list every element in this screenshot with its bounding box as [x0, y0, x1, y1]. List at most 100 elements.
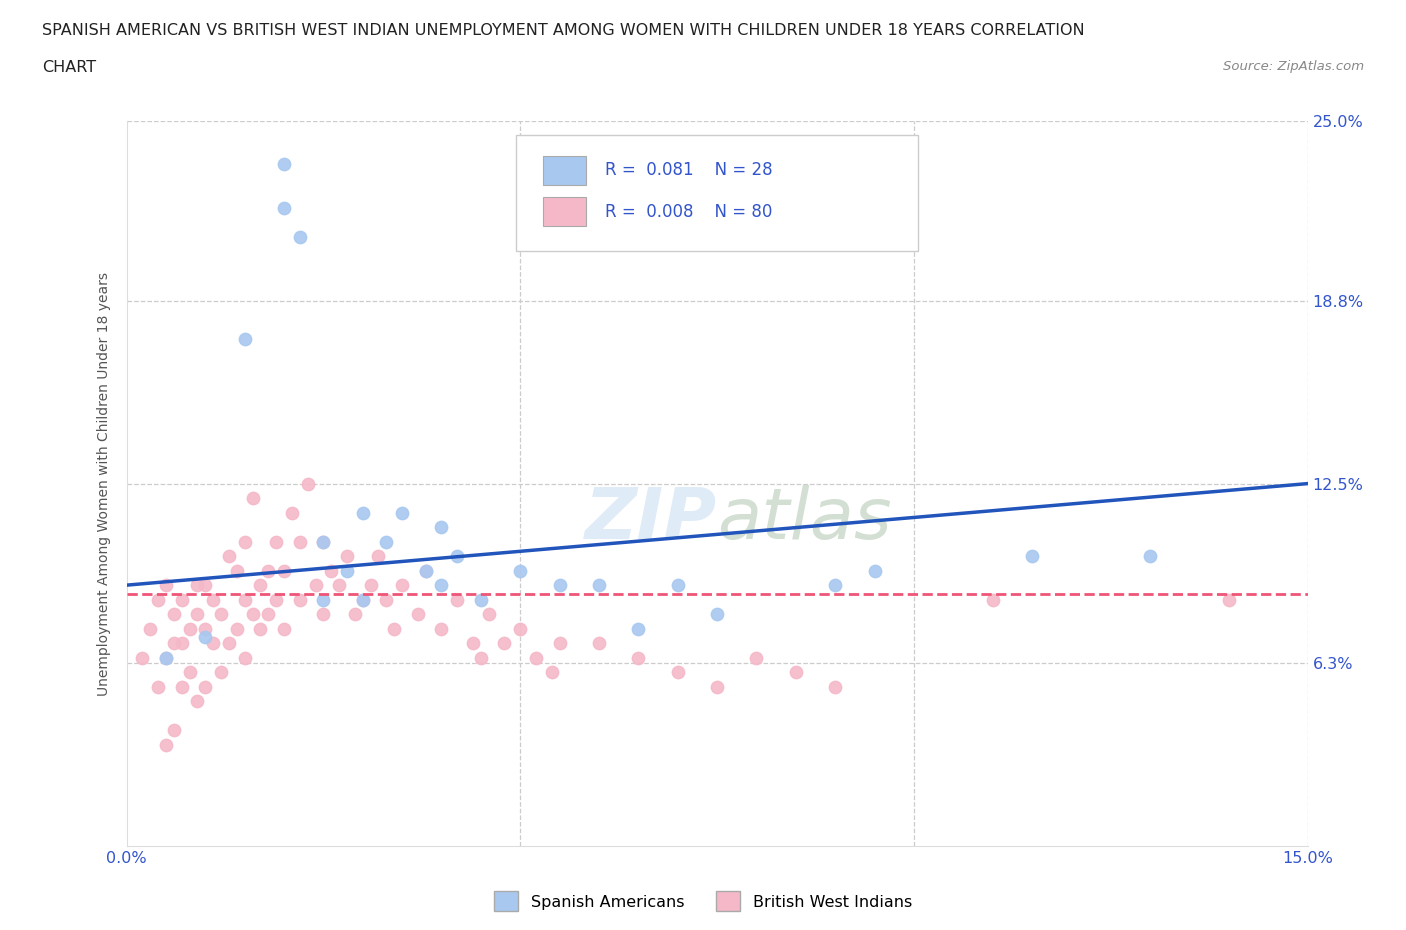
- Point: [155, 737, 177, 752]
- Point: [343, 606, 366, 621]
- Point: [155, 650, 177, 665]
- Point: [524, 650, 547, 665]
- Point: [446, 549, 468, 564]
- FancyBboxPatch shape: [516, 136, 918, 251]
- Point: [352, 592, 374, 607]
- Point: [273, 564, 295, 578]
- Text: R =  0.008    N = 80: R = 0.008 N = 80: [605, 203, 772, 220]
- Point: [430, 578, 453, 592]
- Point: [382, 621, 405, 636]
- Point: [415, 564, 437, 578]
- Point: [209, 606, 232, 621]
- Point: [706, 606, 728, 621]
- Point: [360, 578, 382, 592]
- Text: Source: ZipAtlas.com: Source: ZipAtlas.com: [1223, 60, 1364, 73]
- Legend: Spanish Americans, British West Indians: Spanish Americans, British West Indians: [488, 885, 918, 917]
- Point: [328, 578, 350, 592]
- Point: [312, 534, 335, 549]
- Point: [273, 621, 295, 636]
- Point: [163, 606, 186, 621]
- Text: SPANISH AMERICAN VS BRITISH WEST INDIAN UNEMPLOYMENT AMONG WOMEN WITH CHILDREN U: SPANISH AMERICAN VS BRITISH WEST INDIAN …: [42, 23, 1085, 38]
- Point: [288, 592, 311, 607]
- Point: [218, 549, 240, 564]
- Point: [478, 606, 501, 621]
- Point: [297, 476, 319, 491]
- Point: [304, 578, 326, 592]
- Point: [233, 592, 256, 607]
- Point: [179, 665, 201, 680]
- Point: [627, 650, 650, 665]
- Text: ZIP: ZIP: [585, 485, 717, 554]
- Point: [186, 694, 208, 709]
- Point: [666, 578, 689, 592]
- Point: [375, 534, 398, 549]
- Point: [1139, 549, 1161, 564]
- Point: [824, 578, 846, 592]
- Point: [163, 636, 186, 651]
- Point: [233, 331, 256, 346]
- Point: [391, 578, 413, 592]
- Text: atlas: atlas: [717, 485, 891, 554]
- Point: [494, 636, 516, 651]
- Point: [273, 157, 295, 172]
- Point: [264, 534, 287, 549]
- Point: [470, 592, 492, 607]
- FancyBboxPatch shape: [544, 197, 586, 226]
- Point: [202, 592, 225, 607]
- Point: [186, 606, 208, 621]
- Point: [249, 578, 271, 592]
- Point: [312, 534, 335, 549]
- Point: [257, 606, 280, 621]
- Point: [375, 592, 398, 607]
- Point: [170, 679, 193, 694]
- Point: [336, 564, 359, 578]
- Point: [548, 636, 571, 651]
- Point: [155, 578, 177, 592]
- Point: [242, 606, 264, 621]
- Point: [588, 636, 610, 651]
- Point: [509, 621, 531, 636]
- Point: [225, 564, 247, 578]
- Point: [461, 636, 484, 651]
- Point: [131, 650, 153, 665]
- Point: [406, 606, 429, 621]
- Point: [312, 592, 335, 607]
- Point: [264, 592, 287, 607]
- Point: [170, 592, 193, 607]
- Point: [446, 592, 468, 607]
- Point: [1021, 549, 1043, 564]
- Point: [288, 534, 311, 549]
- Point: [225, 621, 247, 636]
- Point: [155, 650, 177, 665]
- Point: [312, 606, 335, 621]
- Point: [1218, 592, 1240, 607]
- Point: [146, 679, 169, 694]
- Point: [548, 578, 571, 592]
- Point: [170, 636, 193, 651]
- Point: [249, 621, 271, 636]
- Point: [745, 650, 768, 665]
- Point: [321, 564, 343, 578]
- Point: [194, 578, 217, 592]
- Point: [785, 665, 807, 680]
- Text: CHART: CHART: [42, 60, 96, 75]
- Point: [981, 592, 1004, 607]
- Point: [430, 520, 453, 535]
- Point: [179, 621, 201, 636]
- Point: [194, 621, 217, 636]
- Y-axis label: Unemployment Among Women with Children Under 18 years: Unemployment Among Women with Children U…: [97, 272, 111, 696]
- Point: [352, 592, 374, 607]
- Point: [391, 505, 413, 520]
- Point: [706, 679, 728, 694]
- Point: [233, 534, 256, 549]
- Point: [824, 679, 846, 694]
- Point: [202, 636, 225, 651]
- FancyBboxPatch shape: [544, 155, 586, 185]
- Point: [627, 621, 650, 636]
- Point: [281, 505, 304, 520]
- Point: [336, 549, 359, 564]
- Point: [430, 621, 453, 636]
- Point: [666, 665, 689, 680]
- Point: [352, 505, 374, 520]
- Point: [288, 230, 311, 245]
